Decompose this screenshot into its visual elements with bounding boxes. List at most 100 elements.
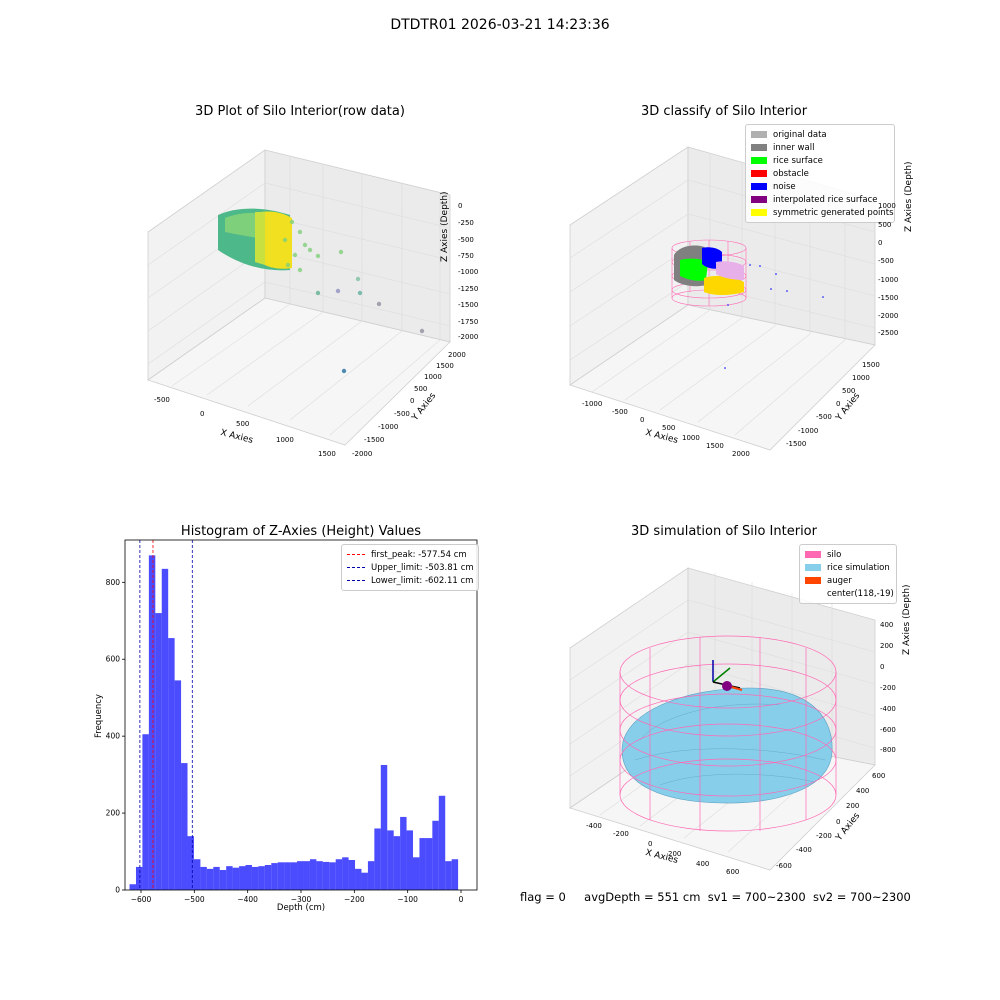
simulation-z-axis-label: Z Axies (Depth) — [902, 584, 912, 655]
avg-depth-value: avgDepth = 551 cm — [584, 890, 701, 904]
tick: -200 — [880, 684, 896, 692]
histogram-bar — [355, 868, 362, 890]
noise-point — [770, 288, 772, 290]
y-tick-label: 400 — [106, 732, 121, 741]
scatter-point — [315, 253, 321, 259]
simulation-rice-surface — [621, 687, 833, 804]
sv1-value: sv1 = 700~2300 — [707, 890, 806, 904]
classify-point-clusters — [674, 245, 744, 295]
classify-plot-title: 3D classify of Silo Interior — [640, 104, 808, 119]
legend-swatch — [751, 209, 767, 216]
tick: 0 — [836, 400, 841, 408]
tick: -750 — [458, 252, 474, 260]
legend-label: center(118,-19) — [827, 588, 894, 599]
histogram-bar — [187, 836, 194, 890]
histogram-x-ticks: −600 −500 −400 −300 −200 −100 0 — [131, 890, 464, 904]
legend-swatch — [751, 144, 767, 151]
histogram-bar — [438, 795, 446, 890]
tick: 2000 — [732, 450, 750, 458]
tick: -1000 — [458, 268, 479, 276]
scatter-point — [292, 252, 298, 258]
raw-x-axis-label: X Axies — [219, 428, 254, 446]
scatter-point — [315, 290, 321, 296]
histogram-bars — [129, 555, 459, 890]
histogram-bar — [264, 865, 272, 890]
histogram-bar — [168, 638, 175, 890]
scatter-point — [297, 229, 303, 235]
tick: -250 — [458, 219, 474, 227]
tick: 1500 — [862, 361, 880, 369]
legend-swatch — [805, 564, 821, 571]
scatter-point — [335, 288, 341, 294]
simulation-y-axis-label: Y Axies — [834, 811, 863, 843]
legend-swatch — [751, 131, 767, 138]
histogram-bar — [361, 872, 368, 890]
histogram-bar — [374, 828, 381, 890]
tick: 400 — [696, 860, 710, 868]
scatter-point — [302, 242, 308, 248]
tick: 600 — [726, 868, 740, 876]
legend-label: inner wall — [773, 142, 815, 153]
histogram-bar — [271, 863, 278, 890]
tick: 2000 — [448, 351, 466, 359]
histogram-frame — [124, 539, 478, 891]
y-tick-label: 200 — [106, 809, 121, 818]
noise-point — [759, 265, 761, 267]
legend-label: obstacle — [773, 168, 809, 179]
histogram-bar — [193, 859, 201, 890]
classify-legend: original data inner wall rice surface ob… — [745, 124, 895, 223]
histogram-bar — [322, 861, 330, 890]
legend-item: rice surface — [751, 154, 889, 167]
legend-item: original data — [751, 128, 889, 141]
histogram-bar — [387, 830, 394, 890]
tick: -1750 — [458, 318, 479, 326]
tick: 1000 — [276, 436, 294, 444]
y-tick-label: 600 — [106, 655, 121, 664]
histogram-bar — [425, 838, 433, 890]
legend-line — [347, 554, 365, 555]
tick: 0 — [458, 202, 463, 210]
tick: -400 — [880, 705, 896, 713]
histogram-bar — [413, 857, 420, 890]
legend-swatch — [751, 183, 767, 190]
histogram-bar — [232, 867, 240, 890]
tick: -2000 — [458, 333, 479, 341]
tick: -500 — [154, 396, 170, 404]
tick: -1500 — [878, 294, 899, 302]
legend-item: center(118,-19) — [805, 587, 894, 600]
tick: -600 — [880, 726, 896, 734]
tick: -500 — [394, 410, 410, 418]
legend-item: obstacle — [751, 167, 889, 180]
histogram-bar — [142, 734, 149, 890]
scatter-point — [338, 249, 344, 255]
raw-scatter-points — [282, 219, 425, 374]
flag-value: flag = 0 — [520, 890, 566, 904]
legend-label: rice surface — [773, 155, 823, 166]
tick: 1000 — [682, 434, 700, 442]
scatter-point — [289, 219, 295, 225]
scatter-point — [297, 267, 303, 273]
legend-item: noise — [751, 180, 889, 193]
histogram-x-axis-label: Depth (cm) — [276, 903, 326, 913]
y-tick-label: 800 — [106, 578, 121, 587]
histogram-bar — [419, 838, 426, 890]
tick: 0 — [878, 239, 883, 247]
tick: 1500 — [318, 450, 336, 458]
histogram-bar — [239, 866, 246, 890]
tick: -500 — [878, 257, 894, 265]
histogram-bar — [406, 830, 414, 890]
raw-y-axis-label: Y Axies — [410, 391, 439, 423]
tick: -400 — [796, 846, 812, 854]
histogram-bar — [309, 859, 317, 890]
histogram-bar — [297, 861, 304, 890]
histogram-bar — [335, 859, 343, 890]
histogram-bar — [400, 816, 407, 890]
tick: -2500 — [878, 329, 899, 337]
legend-swatch — [805, 551, 821, 558]
tick: -2000 — [878, 312, 899, 320]
classify-noise-points — [724, 264, 824, 369]
noise-point — [786, 290, 788, 292]
scatter-point — [285, 262, 291, 268]
noise-point — [727, 304, 729, 306]
tick: 500 — [842, 387, 856, 395]
